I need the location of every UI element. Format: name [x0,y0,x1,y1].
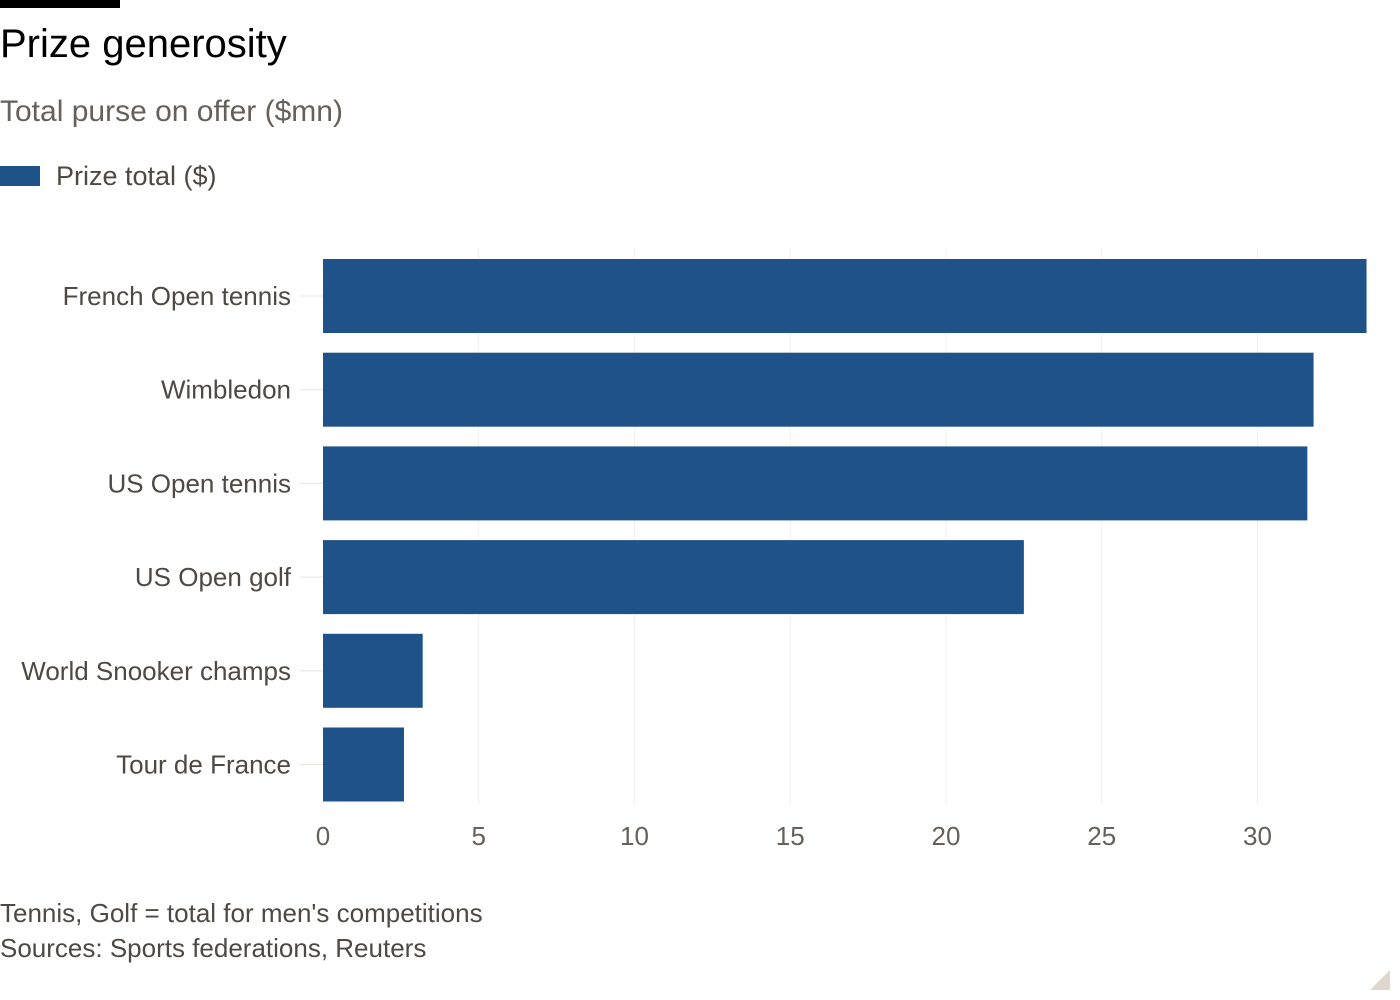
footnote: Tennis, Golf = total for men's competiti… [0,898,483,928]
x-tick-label: 30 [1243,821,1272,851]
x-tick-label: 20 [932,821,961,851]
legend: Prize total ($) [0,158,217,194]
source-note: Sources: Sports federations, Reuters [0,933,427,963]
legend-swatch [0,166,40,186]
category-label: French Open tennis [63,281,291,311]
x-tick-label: 10 [620,821,649,851]
bar [323,727,404,802]
bar [323,633,423,708]
category-label: World Snooker champs [21,656,291,686]
bar [323,446,1308,521]
chart-title: Prize generosity [0,22,287,66]
chart-subtitle: Total purse on offer ($mn) [0,95,343,128]
legend-label: Prize total ($) [56,160,217,191]
bar-chart: French Open tennis Wimbledon US Open tenni… [21,248,1367,851]
top-rule [0,0,120,8]
category-label: Wimbledon [161,375,291,405]
footnotes: Tennis, Golf = total for men's competiti… [0,896,483,966]
x-tick-label: 25 [1087,821,1116,851]
x-tick-label: 15 [776,821,805,851]
bar [323,352,1314,427]
category-label: US Open golf [135,562,292,592]
bar [323,259,1367,333]
x-tick-label: 5 [472,821,486,851]
corner-mark [1370,970,1390,990]
category-label: US Open tennis [107,468,291,498]
category-label: Tour de France [116,750,291,780]
bar [323,540,1024,615]
x-tick-label: 0 [316,821,330,851]
